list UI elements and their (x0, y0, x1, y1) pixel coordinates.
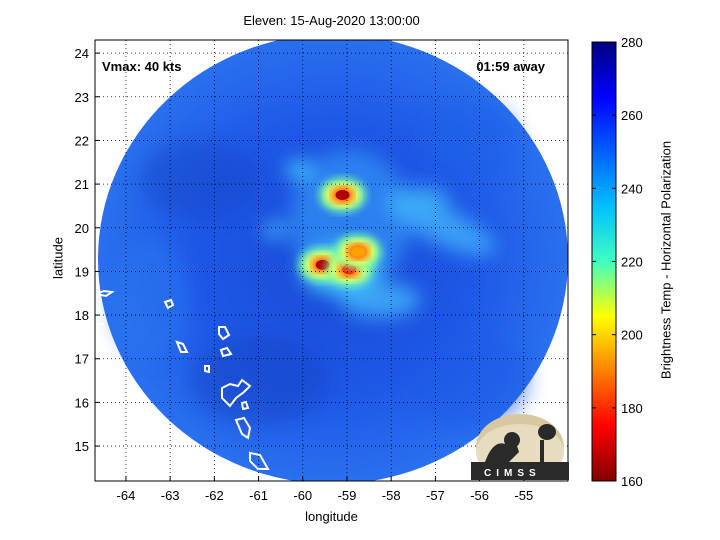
x-tick-label: -56 (470, 488, 489, 503)
y-axis-label: latitude (50, 237, 66, 279)
y-tick-label: 17 (75, 352, 89, 367)
x-tick-label: -57 (426, 488, 445, 503)
y-tick-label: 24 (75, 46, 89, 61)
time-away-label: 01:59 away (476, 59, 545, 74)
colorbar-tick-label: 200 (621, 328, 643, 343)
coastline-outlines (95, 289, 270, 470)
x-tick-label: -61 (249, 488, 268, 503)
cimss-logo: CIMSS (471, 414, 569, 480)
y-tick-label: 20 (75, 221, 89, 236)
y-tick-label: 21 (75, 177, 89, 192)
plot-title: Eleven: 15-Aug-2020 13:00:00 (243, 13, 420, 28)
x-tick-label: -55 (514, 488, 533, 503)
grid-lines (95, 40, 568, 481)
colorbar-tick-label: 240 (621, 181, 643, 196)
y-tick-label: 22 (75, 133, 89, 148)
colorbar-tick-label: 160 (621, 474, 643, 489)
colorbar-tick-label: 280 (621, 35, 643, 50)
colorbar-label: Brightness Temp - Horizontal Polarizatio… (658, 140, 674, 380)
cold-cloud-cores (298, 177, 383, 288)
y-tick-label: 18 (75, 308, 89, 323)
x-tick-label: -64 (117, 488, 136, 503)
cold-core (318, 177, 367, 214)
axis-ticks: -64 -63 -62 -61 -60 -59 -58 -57 -56 -55 15 16 17 18 19… (75, 46, 534, 503)
x-tick-label: -62 (205, 488, 224, 503)
colorbar-ticks: 160 180 200 220 240 260 280 (592, 35, 643, 489)
x-tick-label: -60 (293, 488, 312, 503)
x-tick-label: -63 (161, 488, 180, 503)
cold-core (334, 233, 383, 270)
logo-text: CIMSS (484, 468, 541, 479)
colorbar-tick-label: 260 (621, 108, 643, 123)
colorbar-tick-label: 220 (621, 255, 643, 270)
vmax-label: Vmax: 40 kts (102, 59, 182, 74)
x-tick-label: -58 (382, 488, 401, 503)
plot-frame (94, 39, 569, 482)
colorbar-tick-label: 180 (621, 401, 643, 416)
x-tick-label: -59 (338, 488, 357, 503)
y-tick-label: 19 (75, 264, 89, 279)
y-tick-label: 15 (75, 439, 89, 454)
y-tick-label: 23 (75, 90, 89, 105)
y-tick-label: 16 (75, 395, 89, 410)
x-axis-label: longitude (305, 509, 358, 524)
